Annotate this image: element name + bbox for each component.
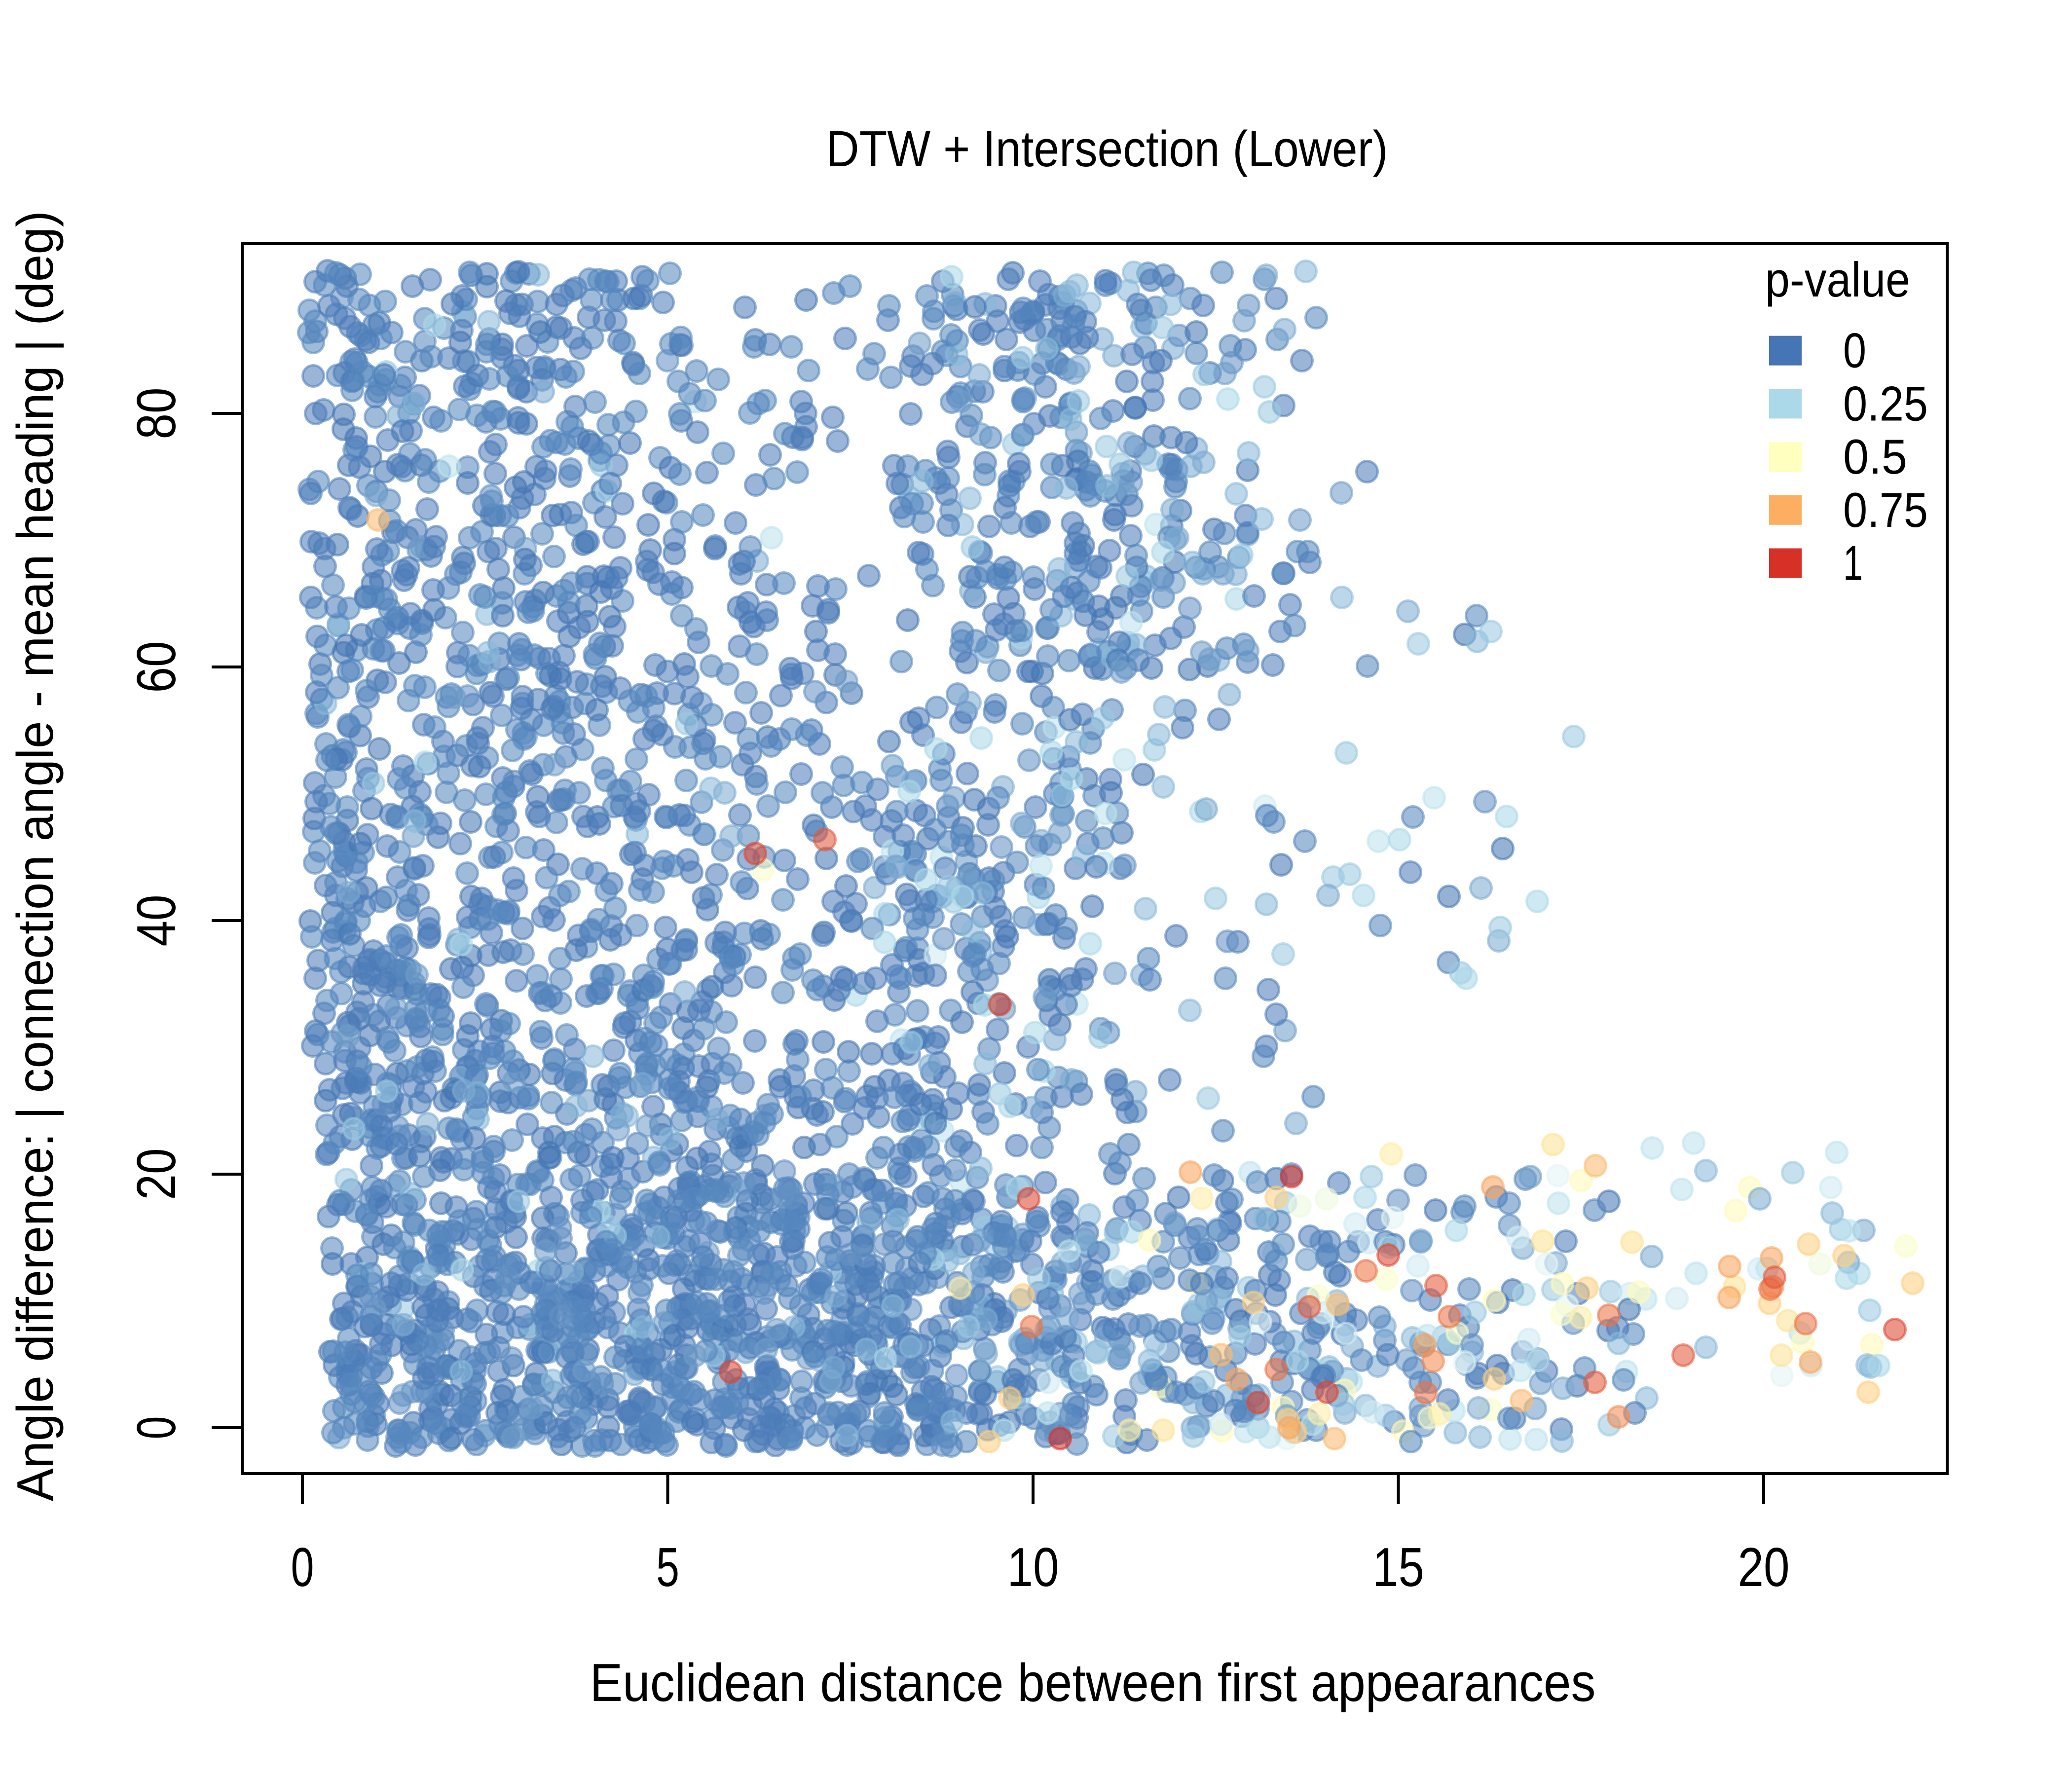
svg-text:0: 0 [126,1416,187,1440]
svg-text:40: 40 [126,895,187,947]
svg-text:60: 60 [126,641,187,693]
svg-text:80: 80 [126,388,187,440]
svg-text:DTW + Intersection (Lower): DTW + Intersection (Lower) [826,120,1388,177]
svg-text:Euclidean distance between fir: Euclidean distance between first appeara… [590,1653,1596,1713]
svg-text:15: 15 [1372,1537,1424,1598]
svg-text:0.5: 0.5 [1843,429,1907,484]
svg-text:20: 20 [1738,1537,1790,1598]
svg-text:0.25: 0.25 [1843,376,1928,431]
svg-text:5: 5 [656,1537,679,1598]
svg-text:1: 1 [1843,536,1863,591]
svg-text:10: 10 [1007,1537,1059,1598]
svg-text:0: 0 [1843,323,1866,378]
svg-text:Angle difference: | connection: Angle difference: | connection angle - m… [7,211,64,1501]
svg-text:20: 20 [126,1148,187,1200]
svg-text:0: 0 [291,1537,314,1598]
svg-text:p-value: p-value [1765,252,1910,307]
svg-text:0.75: 0.75 [1843,482,1928,537]
